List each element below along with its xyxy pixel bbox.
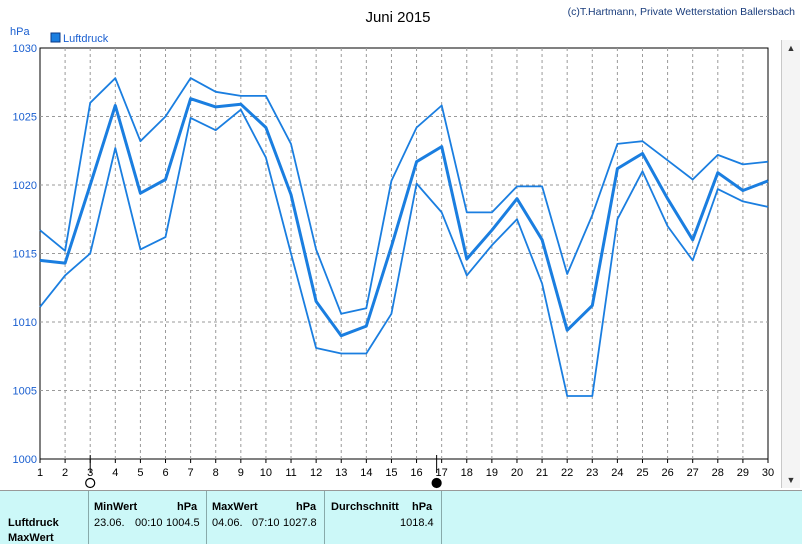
y-axis-unit: hPa <box>10 26 30 38</box>
column-divider <box>324 491 325 544</box>
series-line-min <box>39 108 769 397</box>
x-tick-label: 19 <box>486 467 498 479</box>
avg-value: 1018.4 <box>400 517 434 529</box>
x-tick-label: 28 <box>712 467 724 479</box>
column-divider <box>206 491 207 544</box>
x-tick-label: 24 <box>611 467 623 479</box>
max-header: MaxWert <box>212 501 258 513</box>
x-tick-label: 26 <box>661 467 673 479</box>
x-tick-label: 11 <box>285 467 296 479</box>
min-value: 1004.5 <box>166 517 200 529</box>
y-tick-label: 1025 <box>13 112 37 124</box>
x-tick-label: 14 <box>360 467 372 479</box>
min-time: 00:10 <box>135 517 163 529</box>
legend-swatch <box>50 32 61 43</box>
pressure-chart: Juni 2015 (c)T.Hartmann, Private Wetters… <box>10 6 796 489</box>
x-tick-label: 30 <box>762 467 774 479</box>
x-tick-label: 9 <box>238 467 244 479</box>
column-divider <box>88 491 89 544</box>
max-date: 04.06. <box>212 517 243 529</box>
x-tick-label: 17 <box>436 467 448 479</box>
scroll-up-icon[interactable]: ▲ <box>786 43 796 53</box>
max-time: 07:10 <box>252 517 280 529</box>
y-tick-labels: 1000 1005 1010 1015 1020 1025 1030 <box>13 43 37 466</box>
x-tick-label: 18 <box>461 467 473 479</box>
max-unit: hPa <box>296 501 317 513</box>
x-tick-label: 12 <box>310 467 322 479</box>
scroll-down-icon[interactable]: ▼ <box>786 475 796 485</box>
x-tick-labels: 1234567891011121314151617181920212223242… <box>37 459 774 479</box>
x-tick-label: 4 <box>112 467 118 479</box>
avg-unit: hPa <box>412 501 433 513</box>
x-tick-label: 6 <box>162 467 168 479</box>
y-tick-label: 1030 <box>13 43 37 55</box>
x-tick-label: 21 <box>536 467 548 479</box>
open-circle-icon <box>85 477 96 489</box>
y-tick-label: 1010 <box>13 317 37 329</box>
filled-circle-icon <box>431 477 442 489</box>
row-label-luftdruck: Luftdruck <box>8 517 59 529</box>
x-tick-label: 25 <box>636 467 648 479</box>
x-tick-label: 13 <box>335 467 347 479</box>
row-label-maxwert: MaxWert <box>8 532 54 544</box>
x-tick-label: 2 <box>62 467 68 479</box>
grid-lines <box>40 48 768 459</box>
x-tick-label: 23 <box>586 467 598 479</box>
x-tick-label: 5 <box>137 467 143 479</box>
column-divider <box>441 491 442 544</box>
min-date: 23.06. <box>94 517 125 529</box>
min-header: MinWert <box>94 501 138 513</box>
chart-title: Juni 2015 <box>365 9 430 26</box>
x-tick-label: 10 <box>260 467 272 479</box>
y-tick-label: 1005 <box>13 386 37 398</box>
credit-text: (c)T.Hartmann, Private Wetterstation Bal… <box>568 6 796 18</box>
avg-header: Durchschnitt <box>331 501 399 513</box>
legend-label: Luftdruck <box>63 33 109 45</box>
x-tick-label: 16 <box>410 467 422 479</box>
x-tick-label: 20 <box>511 467 523 479</box>
x-tick-label: 29 <box>737 467 749 479</box>
vertical-scrollbar[interactable]: ▲ ▼ <box>781 40 800 488</box>
min-unit: hPa <box>177 501 198 513</box>
series-lines <box>39 77 769 397</box>
y-tick-label: 1000 <box>13 454 37 466</box>
x-tick-label: 15 <box>385 467 397 479</box>
y-tick-label: 1015 <box>13 249 37 261</box>
x-tick-label: 22 <box>561 467 573 479</box>
stats-table: MinWert hPa MaxWert hPa Durchschnitt hPa… <box>0 490 802 544</box>
x-tick-label: 27 <box>687 467 699 479</box>
series-line-max <box>39 77 769 315</box>
day-markers <box>85 455 442 489</box>
max-value: 1027.8 <box>283 517 317 529</box>
x-tick-label: 7 <box>188 467 194 479</box>
x-tick-label: 1 <box>37 467 43 479</box>
x-tick-label: 8 <box>213 467 219 479</box>
y-tick-label: 1020 <box>13 180 37 192</box>
series-line-average <box>39 97 769 338</box>
